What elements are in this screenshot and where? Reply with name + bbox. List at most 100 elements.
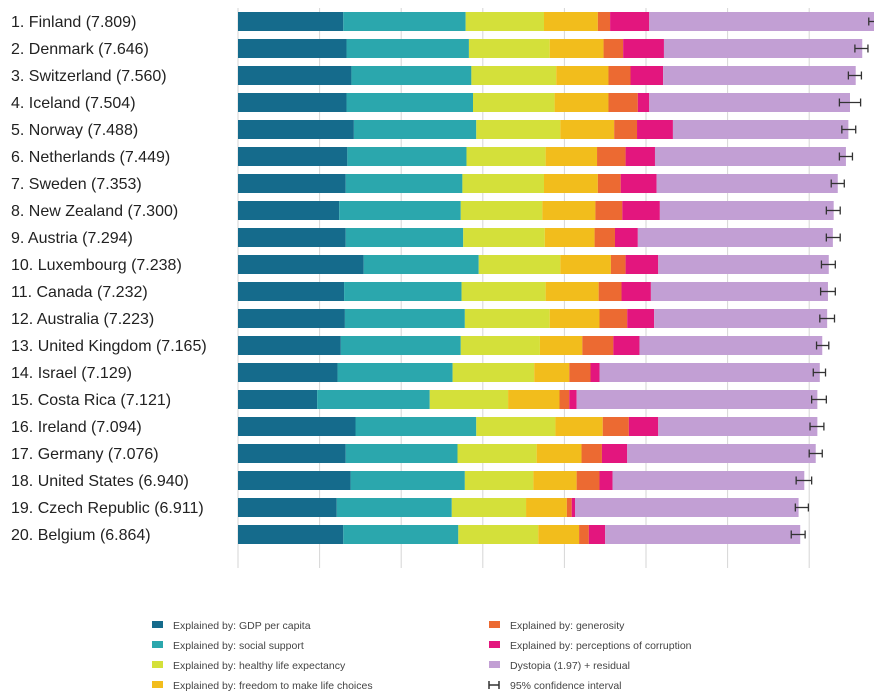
bar-segment [464,309,550,328]
bar-segment [588,525,606,544]
bar-segment [238,255,364,274]
country-label: 9. Austria (7.294) [11,230,133,247]
bar-segment [658,255,829,274]
bar-segment [582,336,614,355]
bar-segment [623,39,664,58]
bar-segment [536,444,582,463]
bar-segment [238,471,351,490]
bar-segment [473,93,555,112]
confidence-interval [810,395,827,404]
bar-segment [343,12,466,31]
bar-segment [627,444,816,463]
confidence-intervals [790,17,874,539]
bar-segment [625,147,655,166]
bar-segment [603,39,624,58]
country-label: 16. Ireland (7.094) [11,419,142,436]
bar-segment [602,417,629,436]
country-label: 11. Canada (7.232) [11,284,148,301]
legend-label: Explained by: generosity [510,620,625,632]
country-label: 4. Iceland (7.504) [11,95,136,112]
legend-swatch [152,681,163,688]
bar-segment [649,12,874,31]
bar-segment [451,498,527,517]
legend-label: Explained by: social support [173,640,304,652]
bar-segment [238,174,346,193]
bar-row [238,525,801,544]
bar-segment [461,282,546,301]
confidence-interval [820,260,836,269]
confidence-interval [815,341,830,350]
bar-segment [654,147,846,166]
bar-segment [608,66,631,85]
bar-segment [663,39,863,58]
bar-row [238,309,828,328]
bar-segment [238,12,344,31]
legend: Explained by: GDP per capita Explained by… [152,620,692,692]
bar-segment [544,174,598,193]
bar-segment [340,336,461,355]
bar-segment [656,174,838,193]
bar-row [238,174,838,193]
bar-segment [238,363,338,382]
bar-row [238,12,874,31]
bar-segment [639,336,823,355]
legend-swatch [489,641,500,648]
confidence-interval [794,503,810,512]
bar-segment [460,201,543,220]
confidence-interval [819,314,836,323]
bar-segment [238,309,345,328]
country-labels: 1. Finland (7.809) 2. Denmark (7.646) 3. S… [11,14,207,544]
country-label: 10. Luxembourg (7.238) [11,257,182,274]
bar-segment [559,390,570,409]
bar-segment [238,228,346,247]
bar-segment [238,498,337,517]
bar-row [238,390,818,409]
bar-segment [599,363,820,382]
bar-segment [238,417,356,436]
bar-segment [346,39,469,58]
bar-row [238,498,799,517]
legend-item: Explained by: healthy life expectancy [152,660,346,672]
legend-item: Explained by: generosity [489,620,625,632]
country-label: 12. Australia (7.223) [11,311,154,328]
bar-segment [238,66,352,85]
bar-segment [544,228,595,247]
confidence-interval [790,530,806,539]
bar-segment [508,390,560,409]
bar-row [238,363,820,382]
bar-segment [590,363,600,382]
country-label: 8. New Zealand (7.300) [11,203,178,220]
bar-segment [345,444,458,463]
country-label: 2. Denmark (7.646) [11,41,149,58]
country-label: 19. Czech Republic (6.911) [11,500,204,517]
bar-segment [672,120,849,139]
legend-item: Explained by: GDP per capita [152,620,311,632]
bar-segment [350,471,465,490]
bar-row [238,147,846,166]
bar-segment [601,444,628,463]
legend-swatch [152,621,163,628]
bar-row [238,471,805,490]
bar-segment [464,471,534,490]
bar-segment [238,93,347,112]
confidence-interval [808,449,823,458]
bar-segment [460,336,540,355]
country-label: 15. Costa Rica (7.121) [11,392,171,409]
confidence-interval [854,44,869,53]
bar-segment [346,93,474,112]
confidence-interval [841,125,857,134]
bar-segment [353,120,477,139]
bar-segment [566,498,572,517]
bar-segment [654,309,828,328]
bar-row [238,444,816,463]
confidence-interval [812,368,827,377]
bar-segment [614,120,638,139]
bar-segment [539,336,583,355]
bar-segment [544,12,598,31]
bar-segment [478,255,561,274]
bar-row [238,255,829,274]
bar-segment [238,201,340,220]
bar-segment [576,471,600,490]
bar-segment [560,255,611,274]
country-label: 14. Israel (7.129) [11,365,132,382]
